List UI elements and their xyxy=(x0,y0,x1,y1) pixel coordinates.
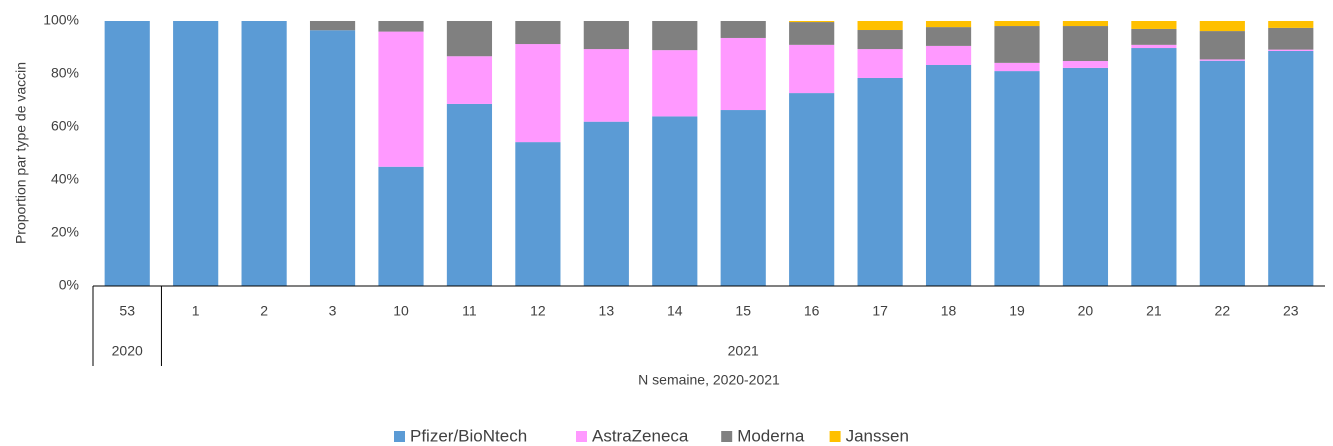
bar-segment xyxy=(104,21,150,286)
bar-segment xyxy=(515,21,561,45)
bar-segment xyxy=(857,21,903,31)
bar-segment xyxy=(1131,48,1177,286)
bar-segment xyxy=(1268,49,1314,51)
x-tick-label: 17 xyxy=(872,303,888,319)
group-label: 2021 xyxy=(728,343,759,359)
bar-segment xyxy=(652,116,698,287)
x-axis-label: N semaine, 2020-2021 xyxy=(638,372,780,388)
x-tick-label: 19 xyxy=(1009,303,1025,319)
bar-segment xyxy=(515,44,561,143)
bar-segment xyxy=(994,21,1040,27)
legend-label: AstraZeneca xyxy=(592,426,689,445)
bar-segment xyxy=(1062,61,1109,68)
bar-segment xyxy=(309,21,356,31)
y-tick-label: 0% xyxy=(59,277,79,293)
bar-segment xyxy=(515,142,561,286)
y-tick-label: 80% xyxy=(51,65,79,81)
bar-segment xyxy=(309,30,356,287)
group-label: 2020 xyxy=(112,343,143,359)
x-tick-label: 16 xyxy=(804,303,820,319)
x-tick-label: 18 xyxy=(941,303,957,319)
bar-segment xyxy=(446,56,493,104)
y-tick-label: 100% xyxy=(43,12,79,28)
bar-segment xyxy=(583,121,629,286)
bar-segment xyxy=(1062,26,1109,62)
bar-segment xyxy=(720,37,766,111)
bar-segment xyxy=(1131,21,1177,29)
bar-segment xyxy=(994,71,1040,287)
x-tick-label: 13 xyxy=(599,303,615,319)
x-tick-label: 2 xyxy=(260,303,268,319)
bar-segment xyxy=(1268,50,1314,286)
bar-segment xyxy=(1199,31,1245,60)
bar-segment xyxy=(925,45,972,65)
legend: Pfizer/BioNtech AstraZeneca Moderna Janssen xyxy=(394,426,909,445)
x-tick-label: 12 xyxy=(530,303,546,319)
y-tick-label: 40% xyxy=(51,171,79,187)
legend-label: Moderna xyxy=(737,426,805,445)
bar-segment xyxy=(857,49,903,78)
bar-segment xyxy=(925,21,972,28)
bar-segment xyxy=(1199,60,1245,286)
bar-segment xyxy=(789,21,835,23)
bar-segment xyxy=(652,50,698,117)
y-axis-label: Proportion par type de vaccin xyxy=(13,62,29,244)
legend-swatch xyxy=(576,431,587,442)
bar-segment xyxy=(857,30,903,50)
bar-segment xyxy=(1199,21,1245,32)
bar-segment xyxy=(994,26,1040,63)
legend-swatch xyxy=(721,431,733,442)
bar-segment xyxy=(1062,21,1109,27)
bar-segment xyxy=(720,110,766,286)
x-tick-label: 3 xyxy=(329,303,337,319)
bar-segment xyxy=(789,93,835,286)
bar-segment xyxy=(378,31,424,167)
bar-segment xyxy=(583,49,629,122)
bar-segment xyxy=(446,21,493,57)
x-tick-label: 53 xyxy=(119,303,135,319)
x-tick-label: 23 xyxy=(1283,303,1299,319)
y-tick-label: 60% xyxy=(51,118,79,134)
bar-segment xyxy=(789,22,835,45)
bar-segment xyxy=(173,21,219,286)
x-tick-label: 14 xyxy=(667,303,683,319)
bar-segment xyxy=(1062,67,1109,286)
bar-segment xyxy=(241,21,287,286)
bar-segment xyxy=(857,77,903,286)
legend-label: Janssen xyxy=(846,426,909,445)
y-tick-label: 20% xyxy=(51,224,79,240)
legend-label: Pfizer/BioNtech xyxy=(410,426,527,445)
x-tick-label: 21 xyxy=(1146,303,1162,319)
legend-swatch xyxy=(394,431,405,442)
bar-segment xyxy=(446,103,493,286)
bar-segment xyxy=(720,21,766,38)
bar-segment xyxy=(1268,21,1314,28)
x-tick-label: 20 xyxy=(1078,303,1094,319)
x-tick-label: 22 xyxy=(1215,303,1231,319)
bar-segment xyxy=(789,44,835,94)
bar-segment xyxy=(1131,44,1177,49)
legend-swatch xyxy=(829,431,841,442)
x-tick-label: 11 xyxy=(462,303,477,319)
bar-segment xyxy=(652,21,698,51)
x-tick-label: 15 xyxy=(735,303,751,319)
bar-segment xyxy=(925,27,972,46)
bar-segment xyxy=(1199,59,1245,61)
bar-segment xyxy=(994,62,1040,72)
x-tick-label: 10 xyxy=(393,303,409,319)
bar-segment xyxy=(1268,27,1314,50)
bar-segment xyxy=(1131,28,1177,45)
bar-segment xyxy=(583,21,629,50)
bar-segment xyxy=(925,64,972,287)
bar-segment xyxy=(378,21,424,32)
bar-segment xyxy=(378,166,424,286)
x-tick-label: 1 xyxy=(192,303,200,319)
